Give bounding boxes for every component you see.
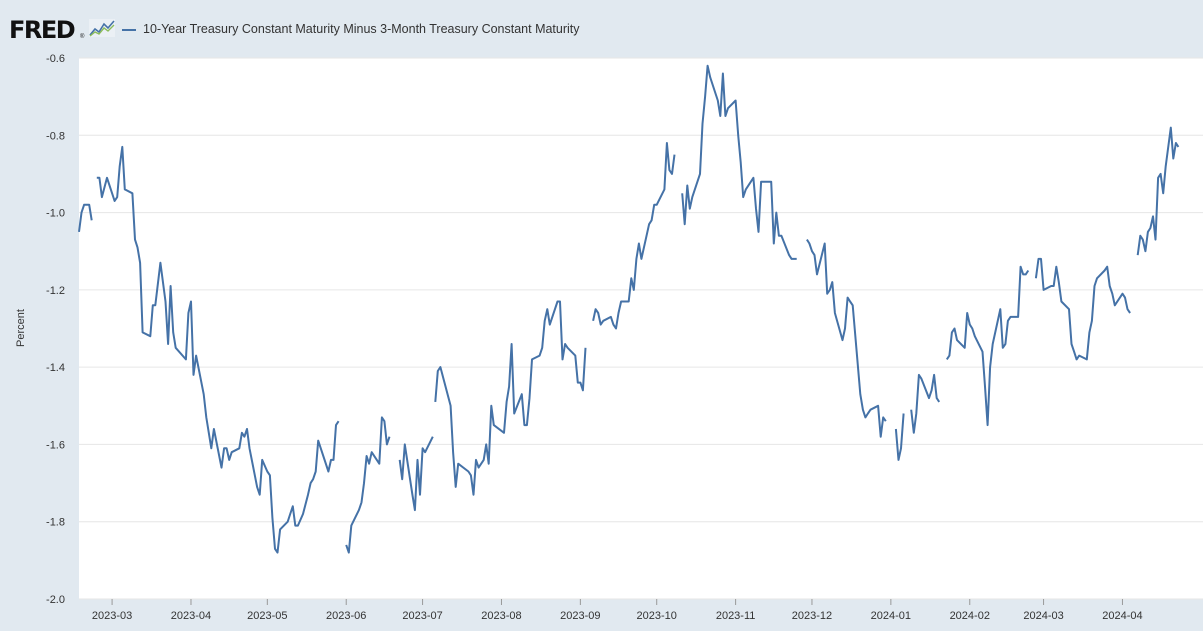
x-tick-label: 2023-03 [92, 610, 132, 622]
series-line-segment[interactable] [806, 239, 887, 438]
x-tick-label: 2023-12 [792, 610, 832, 622]
x-axis-ticks: 2023-03 2023-04 2023-05 2023-06 2023-07 2023-… [92, 599, 1143, 622]
series-line-segment[interactable] [345, 416, 391, 554]
legend-label: 10-Year Treasury Constant Maturity Minus… [143, 22, 580, 36]
x-tick-label: 2023-11 [716, 610, 756, 622]
x-tick-label: 2024-02 [950, 610, 990, 622]
series-line-segment[interactable] [910, 373, 941, 434]
legend-swatch [122, 29, 136, 31]
series-line-segment[interactable] [434, 300, 587, 496]
fred-chart-icon [89, 19, 115, 37]
series-line-segment[interactable] [398, 436, 434, 512]
y-axis-label: Percent [15, 309, 27, 347]
series-line-segment[interactable] [78, 203, 93, 233]
y-tick-label: -0.8 [46, 130, 65, 142]
x-tick-label: 2023-05 [247, 610, 287, 622]
x-tick-label: 2023-09 [560, 610, 600, 622]
y-tick-label: -1.2 [46, 285, 65, 297]
y-tick-label: -1.0 [46, 208, 65, 220]
x-tick-label: 2024-01 [871, 610, 911, 622]
series-line-segment[interactable] [592, 142, 676, 330]
plot-area [79, 58, 1203, 599]
series-line-segment[interactable] [1136, 126, 1180, 256]
y-tick-label: -0.6 [46, 53, 65, 65]
y-tick-label: -1.4 [46, 362, 65, 374]
x-tick-label: 2023-06 [326, 610, 366, 622]
x-tick-label: 2023-07 [402, 610, 442, 622]
series-line-segment[interactable] [1034, 257, 1131, 361]
y-tick-label: -1.8 [46, 517, 65, 529]
x-tick-label: 2023-04 [171, 610, 211, 622]
fred-logo[interactable]: FRED [9, 16, 76, 44]
series-line-segment[interactable] [945, 265, 1030, 427]
x-tick-label: 2023-10 [637, 610, 677, 622]
y-axis-ticks: -0.6 -0.8 -1.0 -1.2 -1.4 -1.6 -1.8 -2.0 [46, 53, 65, 606]
series-line-segment[interactable] [681, 64, 797, 260]
registered-mark: ® [80, 34, 85, 40]
series-lines [78, 64, 1180, 554]
chart-header: FRED ® 10-Year Treasury Constant Maturit… [0, 0, 1203, 58]
series-line-segment[interactable] [894, 413, 905, 461]
y-tick-label: -2.0 [46, 594, 65, 606]
series-line-segment[interactable] [96, 145, 340, 554]
x-tick-label: 2023-08 [481, 610, 521, 622]
y-tick-label: -1.6 [46, 439, 65, 451]
x-tick-label: 2024-04 [1102, 610, 1142, 622]
x-tick-label: 2024-03 [1023, 610, 1063, 622]
gridlines [79, 57, 1203, 600]
